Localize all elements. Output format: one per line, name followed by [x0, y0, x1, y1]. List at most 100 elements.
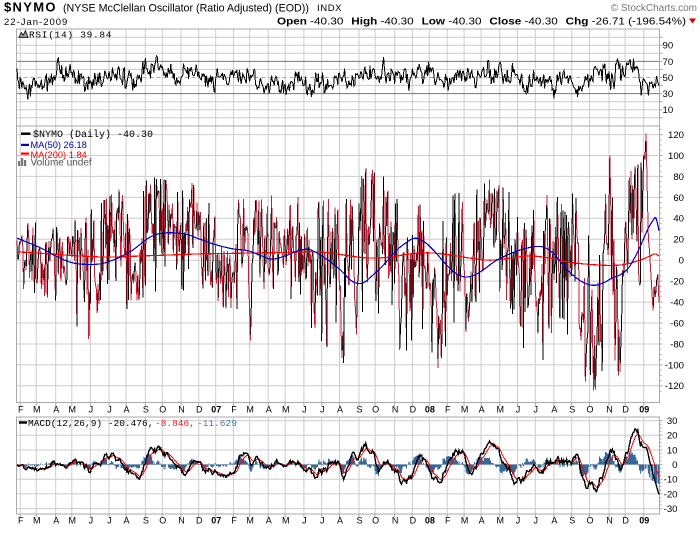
svg-text:40: 40: [673, 214, 684, 225]
svg-text:F: F: [231, 405, 237, 415]
svg-text:J: J: [534, 405, 539, 415]
svg-text:-20: -20: [670, 277, 684, 288]
svg-text:A: A: [53, 405, 59, 415]
svg-text:F: F: [445, 405, 451, 415]
svg-text:08: 08: [425, 516, 435, 526]
svg-text:N: N: [392, 516, 399, 526]
svg-text:-8.846,: -8.846,: [155, 418, 195, 429]
svg-text:S: S: [143, 405, 149, 415]
svg-text:D: D: [196, 516, 203, 526]
svg-text:A: A: [337, 516, 343, 526]
svg-text:J: J: [107, 516, 112, 526]
svg-text:S: S: [356, 516, 362, 526]
svg-text:-80: -80: [670, 339, 684, 350]
svg-text:MA(200) 1.84: MA(200) 1.84: [31, 150, 87, 160]
svg-text:90: 90: [663, 41, 674, 52]
svg-text:N: N: [392, 405, 399, 415]
svg-text:09: 09: [639, 405, 649, 415]
svg-text:O: O: [159, 405, 166, 415]
svg-text:A: A: [551, 516, 557, 526]
svg-text:M: M: [69, 516, 77, 526]
svg-text:M: M: [461, 516, 469, 526]
svg-text:-11.629: -11.629: [197, 418, 237, 429]
svg-text:J: J: [89, 405, 94, 415]
svg-text:J: J: [302, 516, 307, 526]
svg-text:(NYSE McClellan Oscillator (Ra: (NYSE McClellan Oscillator (Ratio Adjust…: [63, 3, 309, 15]
svg-text:D: D: [622, 516, 629, 526]
svg-text:O: O: [159, 516, 166, 526]
svg-text:M: M: [246, 516, 254, 526]
svg-text:M: M: [496, 405, 504, 415]
svg-text:J: J: [516, 405, 521, 415]
svg-text:10: 10: [663, 105, 674, 116]
svg-text:D: D: [410, 516, 417, 526]
svg-text:80: 80: [673, 172, 684, 183]
svg-text:$NYMO (Daily) -40.30: $NYMO (Daily) -40.30: [33, 129, 153, 141]
svg-text:-40: -40: [670, 298, 684, 309]
svg-text:60: 60: [673, 193, 684, 204]
svg-text:M: M: [69, 405, 77, 415]
svg-text:S: S: [143, 516, 149, 526]
svg-text:-120: -120: [665, 381, 684, 392]
svg-text:J: J: [516, 516, 521, 526]
svg-text:© StockCharts.com: © StockCharts.com: [611, 3, 697, 14]
svg-text:O: O: [586, 405, 593, 415]
svg-text:N: N: [178, 516, 185, 526]
svg-text:10: 10: [667, 445, 678, 456]
svg-text:J: J: [89, 516, 94, 526]
svg-text:S: S: [569, 405, 575, 415]
svg-text:70: 70: [663, 57, 674, 68]
svg-text:F: F: [445, 516, 451, 526]
svg-text:$NYMO: $NYMO: [4, 0, 57, 15]
svg-text:20: 20: [667, 431, 678, 442]
svg-text:-100: -100: [665, 360, 684, 371]
svg-text:30: 30: [663, 89, 674, 100]
svg-text:20: 20: [673, 235, 684, 246]
svg-text:-20: -20: [664, 489, 678, 500]
svg-text:O: O: [586, 516, 593, 526]
svg-text:07: 07: [211, 516, 221, 526]
svg-text:F: F: [231, 516, 237, 526]
svg-text:O: O: [372, 405, 379, 415]
svg-text:M: M: [282, 405, 290, 415]
svg-text:A: A: [123, 405, 129, 415]
svg-text:S: S: [356, 405, 362, 415]
svg-text:J: J: [320, 405, 325, 415]
svg-text:D: D: [196, 405, 203, 415]
svg-text:A: A: [479, 516, 485, 526]
svg-text:N: N: [606, 516, 613, 526]
svg-text:07: 07: [211, 405, 221, 415]
svg-text:O: O: [372, 516, 379, 526]
svg-text:S: S: [569, 516, 575, 526]
svg-text:30: 30: [667, 416, 678, 427]
svg-text:N: N: [606, 405, 613, 415]
svg-text:0: 0: [679, 256, 684, 267]
svg-text:M: M: [496, 516, 504, 526]
svg-text:F: F: [18, 405, 24, 415]
svg-text:J: J: [320, 516, 325, 526]
svg-text:N: N: [178, 405, 185, 415]
svg-text:M: M: [246, 405, 254, 415]
svg-text:MACD(12,26,9) -20.476,: MACD(12,26,9) -20.476,: [28, 418, 153, 429]
svg-text:A: A: [266, 516, 272, 526]
svg-text:Volume undef: Volume undef: [31, 158, 92, 169]
svg-text:50: 50: [663, 73, 674, 84]
svg-text:D: D: [410, 405, 417, 415]
svg-text:J: J: [107, 405, 112, 415]
svg-text:J: J: [534, 516, 539, 526]
svg-text:0: 0: [672, 460, 677, 471]
svg-text:M: M: [282, 516, 290, 526]
svg-text:A: A: [551, 405, 557, 415]
svg-text:Open -40.30 High -40.30 Low -4: Open -40.30 High -40.30 Low -40.30 Close…: [277, 17, 686, 28]
svg-text:-10: -10: [664, 475, 678, 486]
svg-text:A: A: [266, 405, 272, 415]
svg-text:MA(50) 26.18: MA(50) 26.18: [31, 140, 87, 150]
svg-text:D: D: [622, 405, 629, 415]
svg-text:08: 08: [425, 405, 435, 415]
svg-text:M: M: [33, 405, 41, 415]
svg-text:M: M: [461, 405, 469, 415]
svg-text:INDX: INDX: [317, 3, 342, 14]
svg-text:-60: -60: [670, 318, 684, 329]
svg-text:A: A: [479, 405, 485, 415]
svg-text:22-Jan-2009: 22-Jan-2009: [4, 17, 68, 28]
